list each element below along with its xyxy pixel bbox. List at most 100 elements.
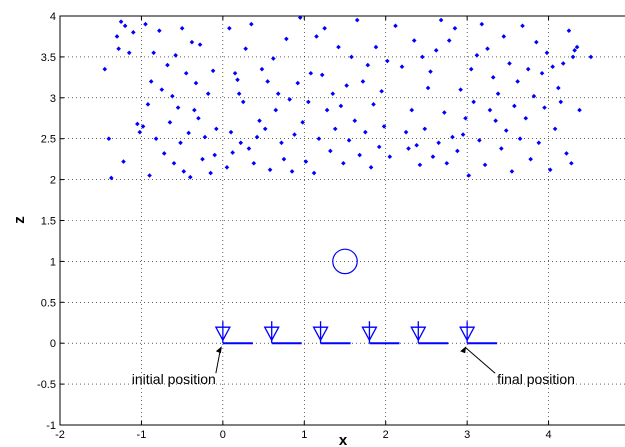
x-tick-label: 0 — [220, 429, 226, 441]
y-tick-label: 0 — [50, 338, 56, 350]
scatter-point — [227, 25, 232, 31]
scatter-point — [238, 140, 244, 146]
marker-triangle — [361, 326, 378, 342]
x-tick-label: -1 — [137, 429, 147, 441]
scatter-point — [314, 34, 319, 39]
scatter-point — [379, 88, 384, 94]
scatter-point — [267, 167, 273, 173]
scatter-point — [509, 169, 515, 174]
scatter-point — [357, 152, 362, 158]
scatter-point — [376, 144, 382, 150]
scatter-point — [371, 102, 376, 107]
scatter-point — [126, 50, 132, 56]
annotation-label: initial position — [132, 371, 216, 387]
scatter-point — [558, 99, 564, 105]
scatter-point — [349, 54, 354, 60]
scatter-point — [208, 170, 213, 176]
scatter-point — [523, 115, 529, 121]
scatter-point — [192, 107, 197, 113]
marker-triangle — [312, 326, 329, 342]
scatter-point — [570, 54, 576, 60]
scatter-point — [566, 28, 572, 34]
scatter-point — [157, 28, 162, 34]
marker-triangle — [263, 326, 280, 342]
scatter-point — [393, 23, 398, 29]
scatter-point — [430, 154, 436, 159]
scatter-point — [153, 136, 159, 141]
scatter-point — [460, 132, 466, 137]
scatter-point — [279, 140, 284, 146]
y-tick-label: -0.5 — [37, 379, 56, 391]
scatter-point — [344, 83, 349, 88]
scatter-point — [433, 48, 439, 53]
annotation-arrow-head — [215, 346, 222, 354]
scatter-point — [503, 128, 509, 133]
scatter-point — [273, 107, 279, 113]
scatter-point — [186, 130, 191, 136]
annotations: initial position final position — [132, 346, 575, 387]
scatter-point — [287, 97, 292, 102]
scatter-point — [130, 30, 136, 35]
scatter-point — [316, 136, 322, 141]
scatter-point — [254, 134, 260, 140]
scatter-point — [147, 173, 152, 178]
scatter-point — [122, 23, 128, 29]
target-circle — [332, 248, 358, 275]
annotation-arrow-head — [460, 346, 467, 354]
scatter-point — [477, 138, 482, 143]
scatter-point — [403, 129, 409, 135]
scatter-point — [479, 21, 485, 27]
scatter-point — [189, 39, 195, 45]
scatter-point — [319, 72, 325, 78]
scatter-point — [552, 126, 558, 132]
scatter-point — [446, 38, 452, 43]
scatter-point — [525, 66, 531, 72]
scatter-point — [292, 132, 297, 137]
annotation-label: final position — [497, 371, 575, 387]
scatter-point — [438, 17, 444, 23]
scatter-point — [466, 173, 472, 178]
x-tick-label: -2 — [55, 429, 65, 441]
scatter-point — [230, 150, 235, 155]
scatter-point — [536, 140, 542, 146]
scatter-point — [406, 146, 411, 151]
scatter-point — [463, 115, 468, 121]
scatter-point — [417, 162, 423, 168]
axis-ticks: -2 -1 0 1 2 3 4-1-0.500.511.522.533.54 — [37, 11, 552, 441]
scatter-point — [148, 79, 154, 84]
scatter-point — [363, 129, 368, 135]
scatter-point — [205, 91, 211, 97]
scatter-point — [550, 64, 555, 70]
scatter-point — [338, 103, 344, 109]
scatter-point — [118, 19, 124, 25]
scatter-point — [501, 34, 507, 39]
scatter-point — [137, 129, 143, 135]
scatter-point — [181, 169, 187, 174]
scatter-point — [482, 162, 488, 168]
scatter-point — [187, 174, 193, 180]
scatter-point — [365, 62, 371, 68]
scatter-point — [232, 70, 238, 76]
scatter-point — [224, 165, 230, 170]
scatter-point — [458, 87, 463, 92]
scatter-point — [262, 126, 268, 132]
scatter-point — [275, 91, 281, 97]
scatter-point — [200, 156, 205, 162]
scatter-point — [495, 91, 501, 97]
scatter-point — [420, 54, 425, 60]
scatter-point — [493, 118, 498, 124]
scatter-point — [336, 44, 341, 50]
y-tick-label: 3.5 — [41, 52, 56, 64]
y-tick-label: 2.5 — [41, 134, 56, 146]
scatter-points — [102, 15, 594, 181]
scatter-point — [240, 99, 246, 105]
scatter-point — [354, 17, 360, 23]
scatter-point — [455, 148, 460, 154]
scatter-point — [507, 61, 512, 66]
x-tick-label: 4 — [546, 429, 552, 441]
scatter-point — [109, 175, 114, 181]
scatter-point — [308, 70, 314, 76]
scatter-point — [474, 52, 480, 58]
